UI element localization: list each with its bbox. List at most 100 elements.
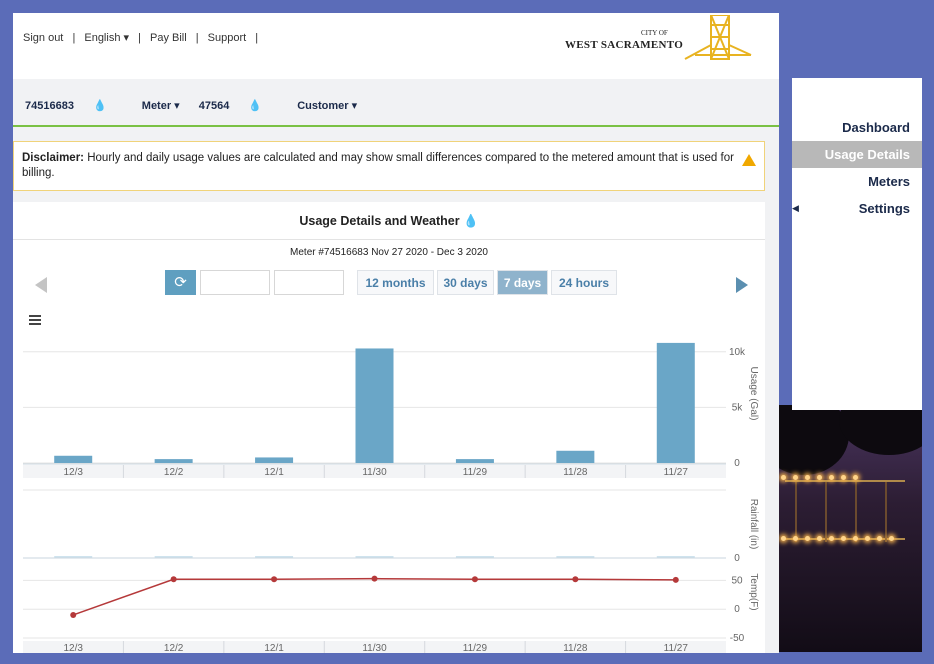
temp-x-tick-label: 11/28 (563, 643, 588, 653)
rain-bar (355, 556, 394, 558)
usage-y-tick-label: 10k (729, 347, 746, 358)
usage-x-tick-label: 12/3 (63, 467, 83, 478)
range-30-days-button[interactable]: 30 days (437, 270, 494, 295)
rain-bar (154, 556, 193, 558)
drop-icon: 💧 (93, 100, 107, 112)
temp-y-axis-label: Temp(F) (748, 573, 759, 610)
separator: | (195, 32, 199, 44)
usage-x-axis-band (23, 465, 726, 478)
caret-left-icon: ◀ (792, 203, 799, 213)
temp-x-tick-label: 12/2 (164, 643, 184, 653)
usage-bar (556, 450, 595, 463)
range-24-hours-button[interactable]: 24 hours (551, 270, 617, 295)
temp-point (170, 576, 177, 583)
support-link[interactable]: Support (207, 32, 247, 44)
pay-bill-link[interactable]: Pay Bill (150, 32, 187, 44)
range-12-months-button[interactable]: 12 months (357, 270, 434, 295)
usage-bar (154, 459, 193, 463)
temp-point (672, 576, 679, 583)
customer-dropdown[interactable]: 47564 💧 (199, 100, 278, 112)
usage-x-tick-label: 11/30 (362, 467, 387, 478)
next-period-arrow-icon[interactable] (35, 277, 47, 293)
sidebar-item-meters[interactable]: Meters (868, 174, 910, 189)
rain-bar (556, 556, 595, 558)
temp-y-tick-label: 50 (731, 575, 743, 586)
main-content: Sign out | English ▾ | Pay Bill | Suppor… (13, 13, 779, 653)
usage-y-tick-label: 5k (732, 402, 744, 413)
rain-bar (54, 556, 93, 558)
customer-number: 47564 (198, 100, 230, 112)
rain-bar (255, 556, 294, 558)
temp-x-tick-label: 11/27 (664, 643, 689, 653)
temp-point (271, 576, 278, 583)
temp-point (371, 575, 378, 582)
drop-icon: 💧 (248, 100, 263, 112)
sidebar-item-settings[interactable]: Settings (858, 201, 910, 216)
sidebar-item-usage-details[interactable]: Usage Details (792, 141, 922, 168)
rain-y-axis-label: Rainfall (in) (748, 499, 759, 550)
temp-x-tick-label: 11/29 (463, 643, 488, 653)
panel-title: Usage Details and Weather (299, 214, 460, 228)
start-date-input[interactable] (274, 270, 344, 295)
temp-point (70, 611, 77, 618)
refresh-button[interactable]: ⟳ (165, 270, 196, 295)
temp-point (471, 576, 478, 583)
logo-city-text: CITY OF (641, 29, 668, 37)
meter-label[interactable]: Meter ▾ (141, 100, 180, 112)
usage-x-tick-label: 11/29 (463, 467, 488, 478)
chart-menu-icon[interactable] (29, 315, 41, 325)
meter-date-range: Meter #74516683 Nov 27 2020 - Dec 3 2020 (290, 247, 488, 258)
charts-area: 0 5k 10k Usage (Gal) 11/27 11/28 11/29 11/30 12/… (13, 308, 765, 653)
usage-x-tick-label: 11/28 (563, 467, 588, 478)
usage-bar (255, 457, 294, 463)
rain-y-tick-label: 0 (734, 553, 740, 564)
refresh-icon: ⟳ (174, 274, 187, 291)
usage-y-tick-label: 0 (734, 458, 740, 469)
end-date-input[interactable] (200, 270, 270, 295)
separator: | (72, 32, 76, 44)
usage-y-axis-label: Usage (Gal) (748, 367, 759, 421)
temp-point (572, 576, 579, 583)
usage-bar (455, 459, 494, 463)
top-links: Sign out | English ▾ | Pay Bill | Suppor… (23, 31, 264, 44)
usage-x-tick-label: 12/1 (264, 467, 284, 478)
previous-period-arrow-icon[interactable] (736, 277, 748, 293)
disclaimer-box: Disclaimer: Hourly and daily usage value… (13, 141, 765, 191)
side-menu: Dashboard Usage Details Meters ◀ Setting… (792, 78, 922, 410)
customer-label[interactable]: Customer ▾ (297, 100, 358, 112)
background-bridge-photo (779, 405, 922, 652)
temp-x-axis-band (23, 641, 726, 653)
language-dropdown[interactable]: English ▾ (84, 32, 130, 44)
usage-x-tick-label: 11/27 (664, 467, 689, 478)
temp-y-tick-label: -50 (730, 633, 745, 644)
usage-bar (656, 342, 695, 463)
temp-x-tick-label: 12/1 (264, 643, 284, 653)
temp-x-tick-label: 11/30 (362, 643, 387, 653)
meter-dropdown[interactable]: 74516683 💧 (25, 100, 123, 112)
separator: | (138, 32, 141, 44)
range-controls: ⟳ 12 months 30 days 7 days 24 hours (13, 270, 765, 296)
temp-x-tick-label: 12/3 (63, 643, 83, 653)
top-bar: Sign out | English ▾ | Pay Bill | Suppor… (13, 13, 779, 79)
sign-out-link[interactable]: Sign out (23, 32, 64, 44)
usage-x-tick-label: 12/2 (164, 467, 184, 478)
drop-icon: 💧 (463, 214, 479, 228)
account-info-bar: 74516683 💧 Meter ▾ 47564 💧 Customer ▾ (13, 79, 779, 127)
warning-icon (742, 154, 756, 166)
panel-header: Usage Details and Weather 💧 (13, 202, 765, 240)
rain-bar (656, 556, 695, 558)
usage-bar (54, 455, 93, 463)
disclaimer-body: Hourly and daily usage values are calcul… (22, 152, 734, 179)
disclaimer-text: Disclaimer: Hourly and daily usage value… (22, 151, 734, 181)
sidebar-item-dashboard[interactable]: Dashboard (842, 120, 910, 135)
city-logo[interactable]: CITY OF WEST SACRAMENTO (565, 14, 755, 65)
usage-bar (355, 348, 394, 463)
disclaimer-label: Disclaimer: (22, 152, 85, 164)
meter-number: 74516683 (25, 100, 74, 112)
rain-bar (455, 556, 494, 558)
range-7-days-button[interactable]: 7 days (497, 270, 548, 295)
temp-y-tick-label: 0 (734, 604, 740, 615)
separator: | (255, 32, 259, 44)
bridge-logo-icon (684, 14, 752, 60)
